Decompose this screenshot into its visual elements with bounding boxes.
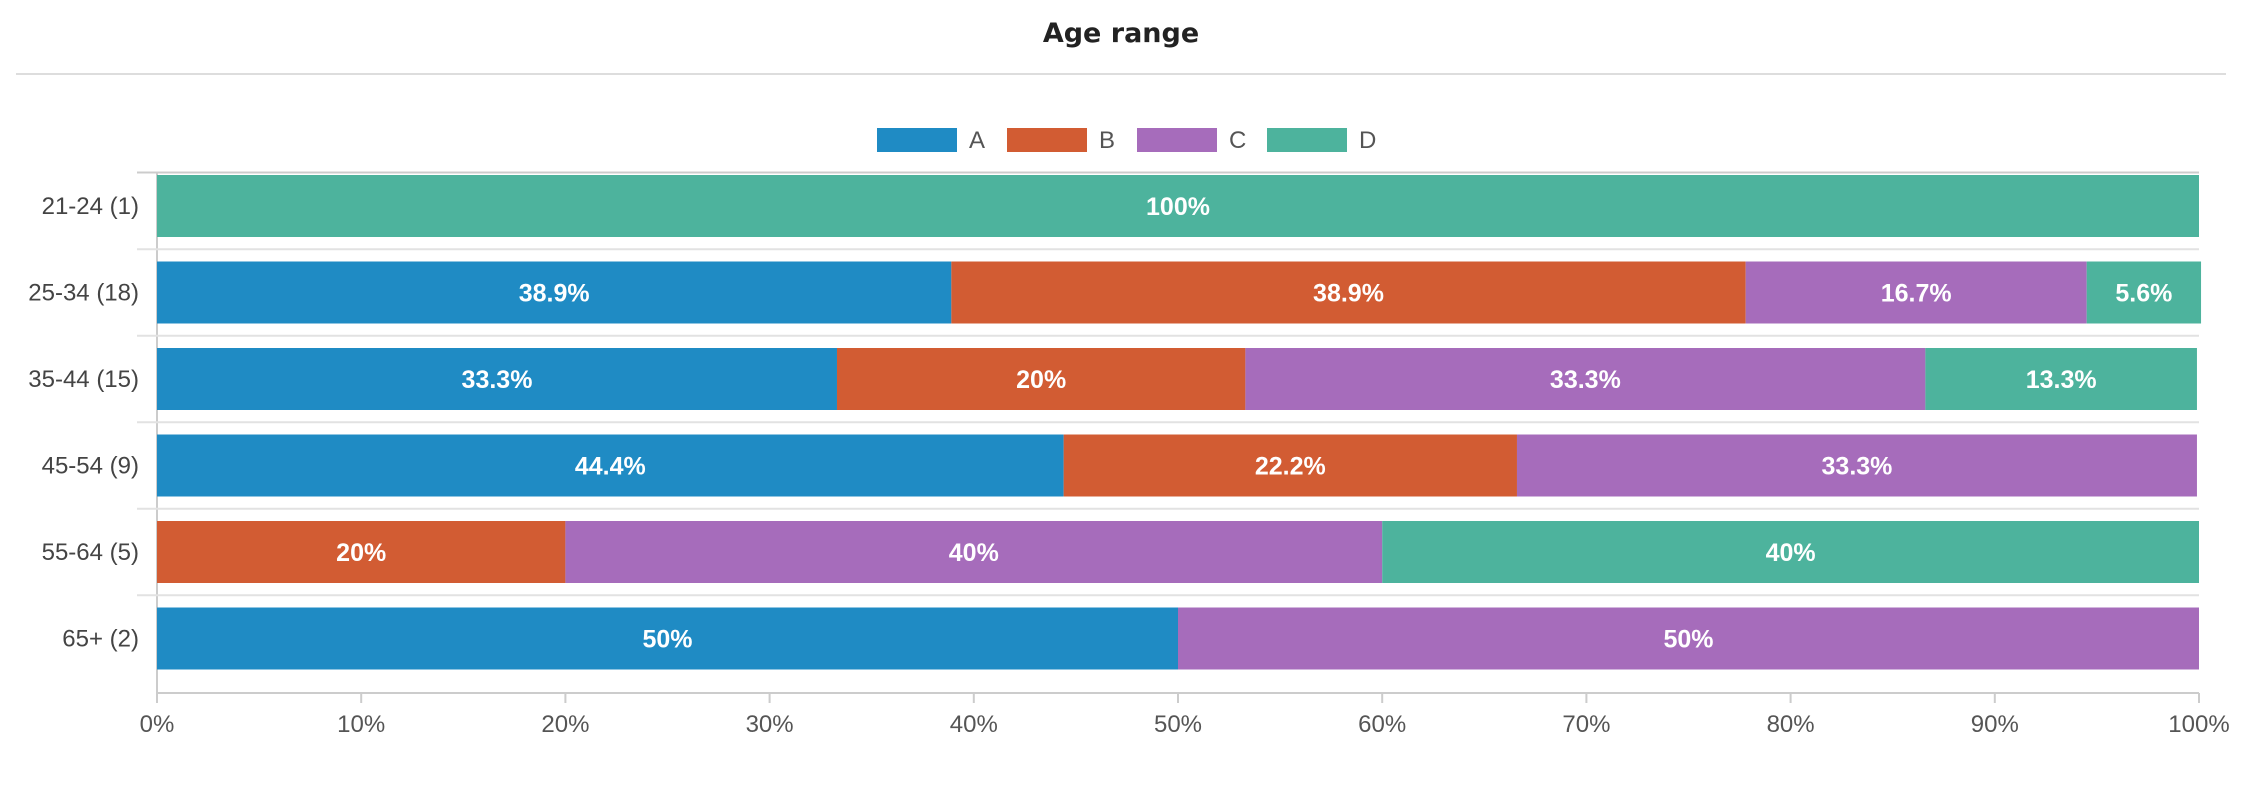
bar-d-row-5 [1382,521,2199,583]
legend-label-b: B [1099,127,1115,154]
data-label: 40% [1766,539,1816,567]
x-tick-label: 90% [1971,711,2019,738]
x-tick-label: 30% [746,711,794,738]
grid-lines [137,171,2199,693]
x-tick-label: 0% [140,711,175,738]
data-label: 33.3% [1550,366,1621,394]
data-label: 100% [1146,193,1210,221]
data-label: 38.9% [1313,280,1384,308]
legend-swatch-b [1007,128,1087,152]
bar-d-row-2 [2086,261,2202,324]
legend: A B C D [877,127,1376,154]
bar-c-row-6 [1178,607,2199,670]
legend-item-c: C [1137,127,1246,154]
bar-d-row-1 [157,175,2199,237]
x-tick-label: 20% [541,711,589,738]
legend-label-d: D [1359,127,1376,154]
x-tick-label: 60% [1358,711,1406,738]
legend-swatch-c [1137,128,1217,152]
bar-b-row-5 [157,521,566,583]
bar-c-row-4 [1516,434,2197,497]
bar-c-row-5 [565,521,1383,583]
legend-item-a: A [877,127,985,154]
bar-b-row-3 [836,348,1246,410]
bar-c-row-3 [1245,348,1926,410]
data-label: 5.6% [2115,280,2172,308]
x-tick-label: 40% [950,711,998,738]
category-labels: 21-24 (1) 25-34 (18) 35-44 (15) 45-54 (9) 55… [28,193,139,653]
category-label: 21-24 (1) [42,193,139,220]
x-tick-label: 70% [1562,711,1610,738]
category-label: 55-64 (5) [42,539,139,566]
legend-label-c: C [1229,127,1246,154]
data-label: 38.9% [519,280,590,308]
legend-item-b: B [1007,127,1115,154]
data-label: 20% [1016,366,1066,394]
data-label: 16.7% [1881,280,1952,308]
bar-d-row-3 [1925,348,2197,410]
data-label: 20% [336,539,386,567]
bar-a-row-2 [157,261,952,324]
x-tick-label: 80% [1767,711,1815,738]
bar-b-row-2 [951,261,1746,324]
x-tick-label: 100% [2168,711,2229,738]
x-axis: 0% 10% 20% 30% 40% 50% 60% 70% 80% 90% 100% [140,692,2230,738]
bars: 100% 38.9% 38.9% 16.7% 5.6% 33.3% 20% 33.3% 13.3… [157,175,2202,670]
legend-label-a: A [969,127,985,154]
data-label: 50% [642,626,692,654]
title-divider [16,73,2226,75]
legend-swatch-d [1267,128,1347,152]
bar-a-row-4 [157,434,1064,497]
data-label: 33.3% [462,366,533,394]
chart-title: Age range [1042,18,1200,49]
legend-item-d: D [1267,127,1376,154]
x-tick-label: 10% [337,711,385,738]
category-label: 65+ (2) [62,626,139,653]
data-label: 40% [949,539,999,567]
bar-a-row-6 [157,607,1178,670]
bar-a-row-3 [157,348,837,410]
bar-b-row-4 [1063,434,1517,497]
data-label: 13.3% [2026,366,2097,394]
category-label: 35-44 (15) [28,366,139,393]
legend-swatch-a [877,128,957,152]
data-label: 33.3% [1822,453,1893,481]
category-label: 45-54 (9) [42,453,139,480]
category-label: 25-34 (18) [28,280,139,307]
data-label: 22.2% [1255,453,1326,481]
data-label: 44.4% [575,453,646,481]
x-tick-label: 50% [1154,711,1202,738]
bar-c-row-2 [1745,261,2087,324]
data-label: 50% [1663,626,1713,654]
